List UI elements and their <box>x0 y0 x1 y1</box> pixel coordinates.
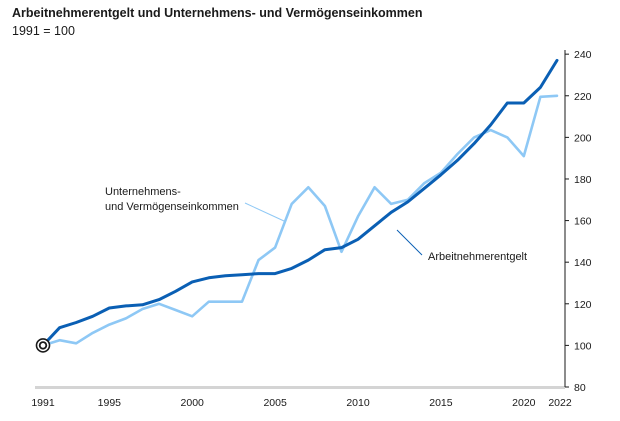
annotation-unternehmens-leader <box>244 202 285 222</box>
chart-title: Arbeitnehmerentgelt und Unternehmens- un… <box>12 6 423 20</box>
series-line-arbeitnehmerentgelt <box>41 58 559 347</box>
series-line-unternehmenseinkommen <box>41 94 559 347</box>
chart-annotations: Unternehmens- und Vermögenseinkommen Arb… <box>105 186 527 263</box>
y-tick-label: 80 <box>574 382 586 394</box>
x-tick-label: 1991 <box>31 397 55 409</box>
annotation-arbeitnehmer-leader <box>396 229 423 256</box>
y-tick-label: 140 <box>574 257 592 269</box>
annotation-unternehmens-line1: Unternehmens- <box>105 186 181 198</box>
x-tick-label: 1995 <box>98 397 122 409</box>
y-tick-label: 180 <box>574 174 592 186</box>
y-tick-label: 160 <box>574 216 592 228</box>
y-tick-label: 200 <box>574 132 592 144</box>
y-tick-label: 120 <box>574 299 592 311</box>
x-axis-baseline <box>35 386 565 389</box>
x-tick-label: 2010 <box>346 397 370 409</box>
annotation-arbeitnehmer: Arbeitnehmerentgelt <box>428 251 527 263</box>
chart-subtitle: 1991 = 100 <box>12 24 75 38</box>
base-year-marker-dot <box>38 341 48 350</box>
chart-series-layer <box>35 58 559 353</box>
y-tick-label: 220 <box>574 91 592 103</box>
chart-axes: 80 100 120 140 160 180 200 220 240 1991 1995 2000 20… <box>31 49 591 409</box>
x-tick-label: 2000 <box>181 397 205 409</box>
x-tick-label: 2020 <box>512 397 536 409</box>
annotation-unternehmens-line2: und Vermögenseinkommen <box>105 201 239 213</box>
x-tick-label: 2015 <box>429 397 453 409</box>
y-tick-label: 100 <box>574 340 592 352</box>
x-tick-label: 2022 <box>548 397 572 409</box>
x-tick-label: 2005 <box>263 397 287 409</box>
y-tick-label: 240 <box>574 49 592 61</box>
